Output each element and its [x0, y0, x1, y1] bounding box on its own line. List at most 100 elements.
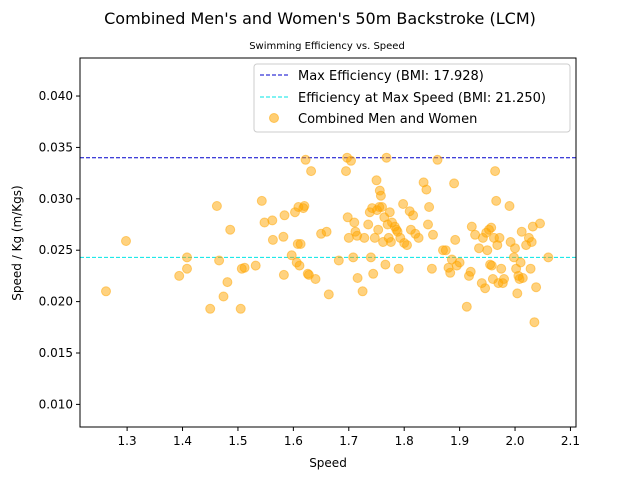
x-tick-label: 1.6 [284, 434, 303, 448]
data-point [450, 234, 461, 245]
data-point [525, 263, 536, 274]
data-point [490, 166, 501, 177]
data-point [352, 273, 363, 283]
data-point [375, 190, 386, 201]
chart-title: Combined Men's and Women's 50m Backstrok… [104, 9, 536, 28]
data-point [398, 199, 409, 209]
legend: Max Efficiency (BMI: 17.928) Efficiency … [253, 63, 571, 133]
data-point [256, 195, 267, 206]
x-tick-label: 1.7 [339, 434, 358, 448]
y-tick-label: 0.025 [39, 243, 73, 257]
y-tick-label: 0.015 [39, 346, 73, 360]
data-point [384, 207, 395, 218]
x-tick-label: 2.0 [505, 434, 524, 448]
data-point [239, 262, 250, 273]
data-point [454, 257, 465, 268]
data-point [531, 282, 542, 293]
chart-subtitle: Swimming Efficiency vs. Speed [249, 41, 405, 52]
data-point [482, 245, 493, 256]
data-point [182, 252, 192, 263]
data-point [449, 178, 460, 189]
y-axis-ticks: 0.010 0.015 0.020 0.025 0.030 0.035 0.040 [39, 89, 80, 411]
data-point [211, 201, 222, 211]
x-tick-label: 1.8 [395, 434, 414, 448]
data-point [323, 289, 334, 300]
reference-lines [80, 157, 576, 258]
data-point [393, 263, 404, 274]
data-point [278, 269, 289, 280]
data-point [440, 245, 451, 256]
data-point [377, 202, 387, 212]
data-point [421, 184, 432, 195]
data-point [321, 226, 332, 237]
data-point [341, 166, 351, 177]
data-point [385, 237, 396, 247]
data-point [359, 232, 370, 243]
data-point [267, 215, 278, 226]
legend-combined-swatch [269, 113, 279, 123]
data-point [512, 288, 523, 299]
data-point [222, 277, 233, 288]
data-point [365, 252, 376, 263]
data-point [499, 274, 509, 284]
data-point [348, 252, 359, 263]
x-tick-label: 2.1 [561, 434, 580, 448]
data-point [445, 267, 456, 278]
data-point [432, 154, 443, 165]
y-axis-label: Speed / Kg (m/Kgs) [10, 185, 24, 300]
y-tick-label: 0.010 [39, 397, 73, 411]
data-point [381, 152, 392, 163]
data-point [535, 218, 545, 229]
y-tick-label: 0.040 [39, 89, 73, 103]
x-axis-label: Speed [309, 456, 347, 470]
x-axis-ticks: 1.3 1.4 1.5 1.6 1.7 1.8 1.9 2.0 2.1 [118, 427, 580, 448]
data-point [461, 301, 472, 312]
data-point [474, 243, 484, 254]
data-point [516, 226, 527, 237]
legend-max-speed-label: Efficiency at Max Speed (BMI: 21.250) [298, 91, 546, 106]
data-point [363, 219, 374, 230]
data-points [101, 152, 554, 328]
data-point [543, 252, 554, 263]
data-point [368, 268, 379, 279]
data-point [121, 236, 131, 246]
legend-box [253, 63, 571, 133]
x-tick-label: 1.9 [450, 434, 469, 448]
data-point [294, 260, 305, 271]
data-point [235, 303, 246, 314]
data-point [486, 260, 497, 271]
data-point [496, 263, 507, 274]
data-point [306, 166, 317, 177]
data-point [333, 255, 344, 266]
data-point [526, 237, 537, 247]
data-point [250, 260, 261, 271]
data-point [426, 263, 437, 274]
data-point [369, 232, 380, 243]
data-point [218, 291, 229, 302]
legend-max-efficiency-label: Max Efficiency (BMI: 17.928) [298, 69, 484, 84]
data-point [408, 210, 419, 221]
data-point [380, 259, 391, 270]
data-point [205, 303, 216, 314]
data-point [182, 263, 192, 274]
data-point [349, 217, 360, 228]
data-point [357, 286, 368, 297]
data-point [480, 283, 491, 294]
data-point [465, 266, 476, 277]
data-point [402, 240, 412, 251]
y-tick-label: 0.020 [39, 295, 73, 309]
data-point [295, 239, 306, 249]
legend-combined-label: Combined Men and Women [298, 112, 477, 127]
data-point [267, 234, 278, 245]
data-point [491, 195, 502, 206]
data-point [515, 257, 526, 268]
data-point [413, 232, 424, 243]
data-point [346, 155, 356, 166]
data-point [286, 250, 297, 261]
data-point [423, 219, 433, 230]
data-point [299, 201, 310, 211]
data-point [214, 255, 225, 266]
data-point [494, 232, 505, 243]
data-point [101, 286, 111, 297]
data-point [510, 243, 520, 254]
